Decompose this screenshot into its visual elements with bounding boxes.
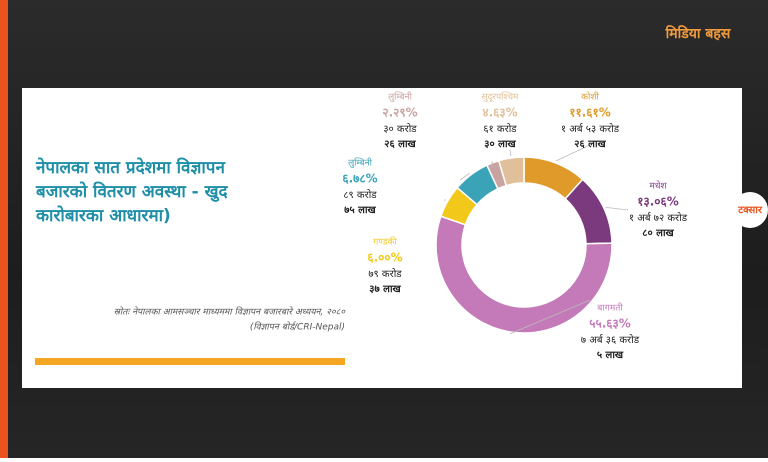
value-label: ५५.६३% <box>589 317 631 331</box>
amount-label: ८९ करोड <box>343 189 377 201</box>
amount-label: १ अर्ब ७२ करोड <box>629 212 688 224</box>
value-label: ६.७८% <box>342 172 377 186</box>
title-line: बजारको वितरण अवस्था - खुद <box>35 181 229 202</box>
amount-label: ३० करोड <box>383 123 417 135</box>
amount-label: १ अर्ब ५३ करोड <box>561 123 620 135</box>
amount-label: ३० लाख <box>484 139 516 150</box>
brand: मिडिया बहस <box>665 25 731 42</box>
amount-label: ६१ करोड <box>483 123 517 135</box>
category-label: गण्डकी <box>373 236 397 248</box>
category-label: लुम्बिनी <box>348 157 372 169</box>
value-label: १३.०६% <box>637 195 679 209</box>
amount-label: ३७ लाख <box>369 284 401 295</box>
accent-strip <box>0 0 8 458</box>
category-label: सुदूरपश्चिम <box>482 91 520 103</box>
category-label: बागमती <box>597 302 623 314</box>
amount-label: ७ अर्ब ३६ करोड <box>581 334 640 346</box>
value-label: ४.६३% <box>482 106 517 120</box>
category-label: लुम्बिनी <box>388 91 412 103</box>
category-label: मधेश <box>649 180 667 192</box>
source: (विज्ञापन बोर्ड/CRI-Nepal) <box>250 321 345 333</box>
value-label: २.२९% <box>382 106 417 120</box>
amount-label: ७५ लाख <box>344 205 376 216</box>
category-label: कोशी <box>581 91 599 103</box>
title-line: नेपालका सात प्रदेशमा विज्ञापन <box>35 157 225 178</box>
logo: टक्सार <box>737 205 763 216</box>
amount-label: ५ लाख <box>597 350 624 361</box>
amount-label: ८० लाख <box>642 228 674 239</box>
value-label: ६.००% <box>367 251 402 265</box>
source: स्रोतः नेपालका आमसञ्चार माध्यममा विज्ञाप… <box>114 306 347 318</box>
amount-label: २६ लाख <box>384 139 416 150</box>
amount-label: ७९ करोड <box>368 268 402 280</box>
amount-label: २६ लाख <box>574 139 606 150</box>
accent-bar <box>35 358 345 365</box>
value-label: ११.६१% <box>569 106 611 120</box>
title-line: कारोबारका आधारमा) <box>35 205 171 226</box>
